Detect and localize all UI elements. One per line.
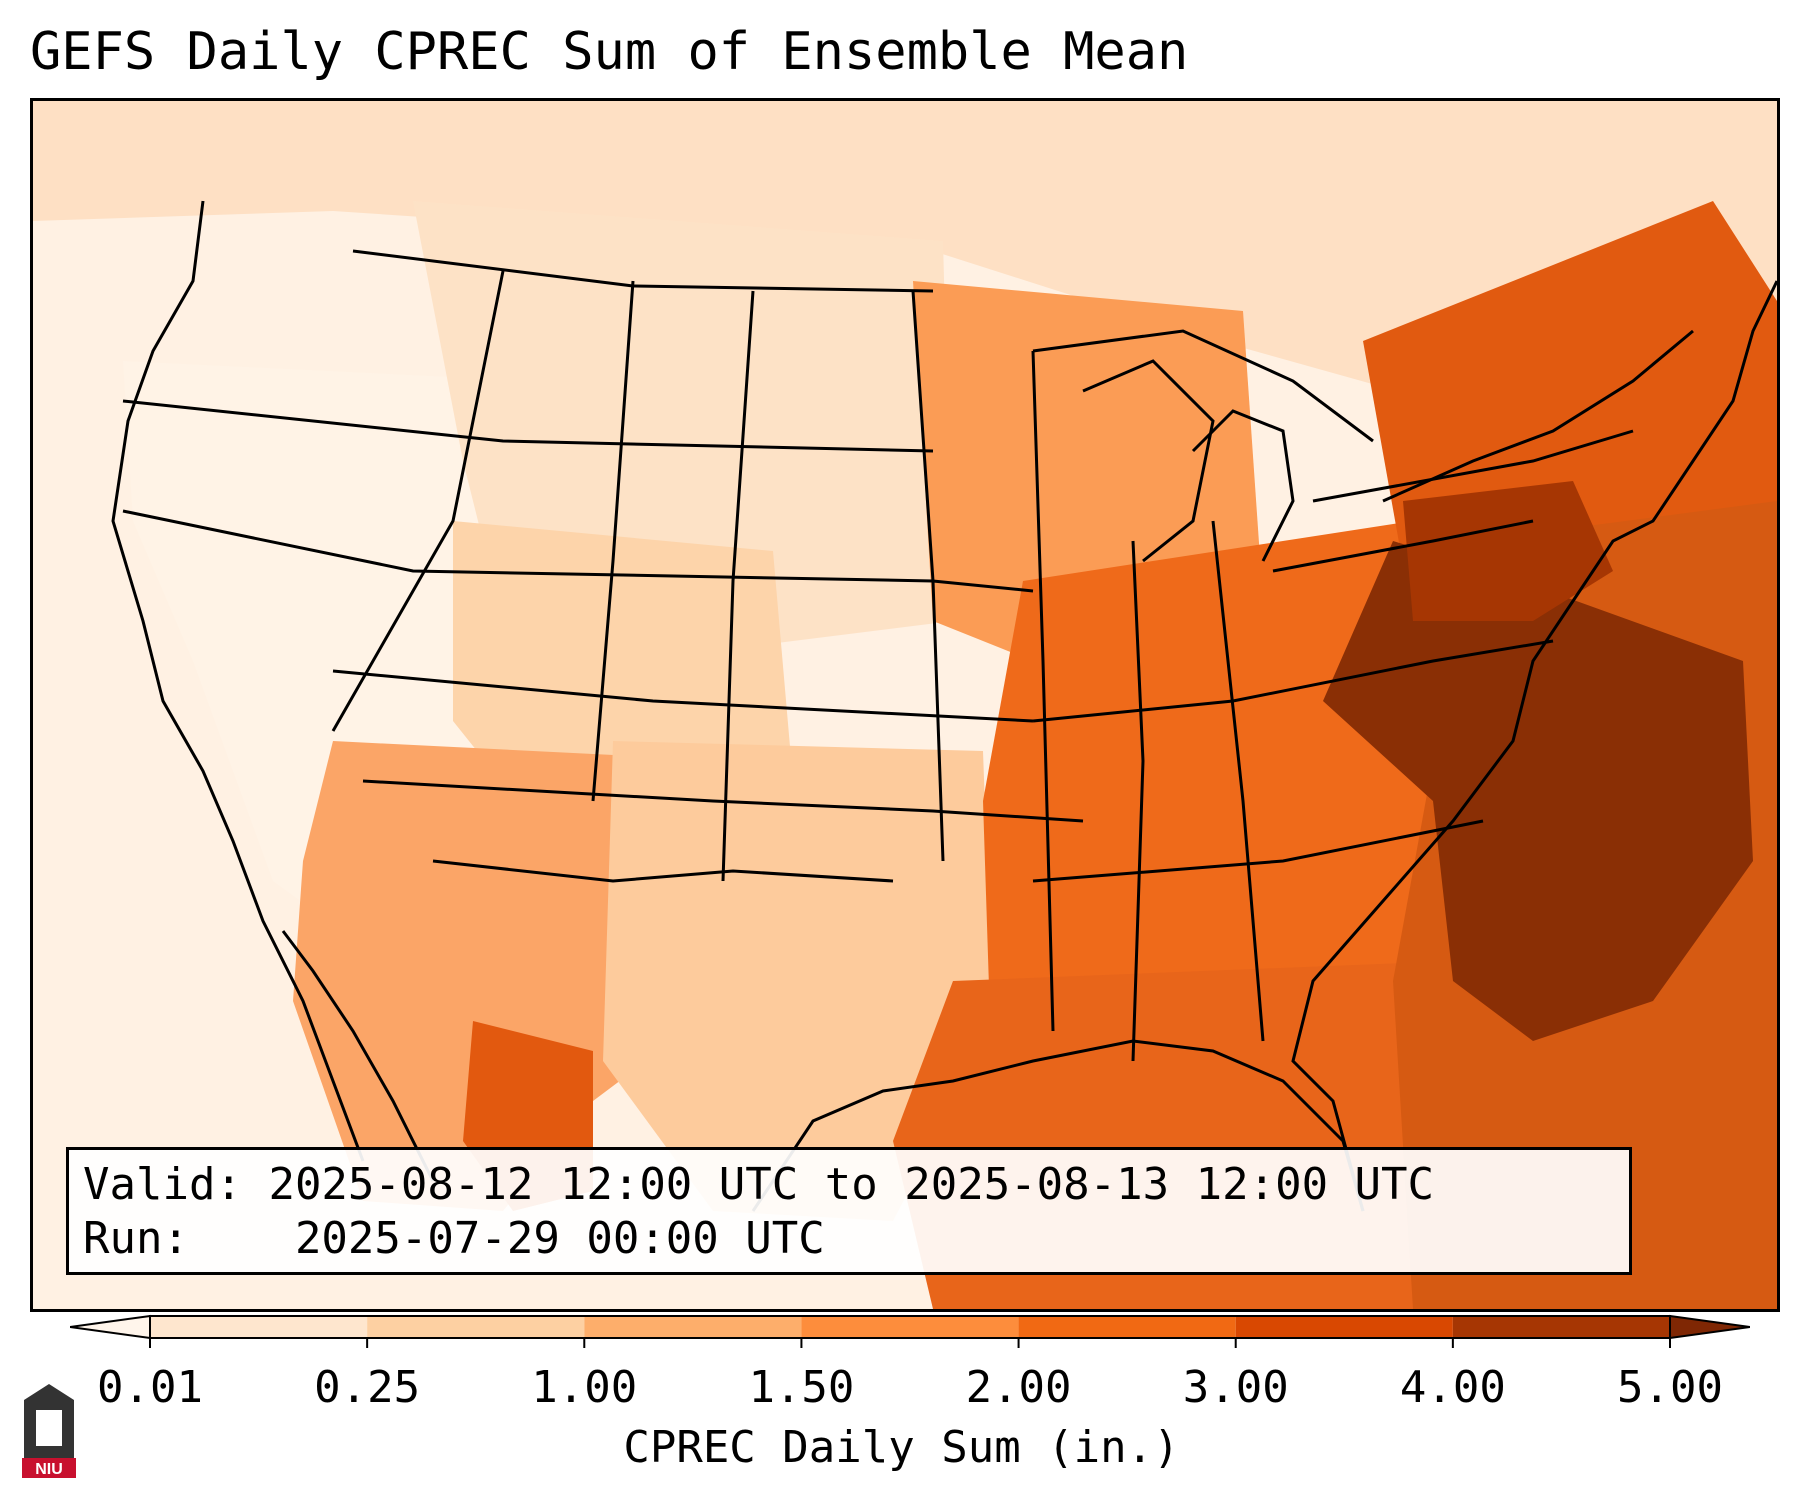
colorbar-tick-label: 4.00 <box>1399 1362 1506 1413</box>
colorbar-segment <box>150 1316 368 1338</box>
colorbar-tick-label: 0.25 <box>314 1362 421 1413</box>
logo-window <box>36 1410 62 1446</box>
map-title: GEFS Daily CPREC Sum of Ensemble Mean <box>30 22 1189 82</box>
colorbar-tick-label: 1.50 <box>748 1362 855 1413</box>
valid-value: 2025-08-12 12:00 UTC to 2025-08-13 12:00… <box>268 1159 1435 1210</box>
boundaries <box>111 200 1777 1212</box>
colorbar-segment <box>584 1316 802 1338</box>
valid-label: Valid: <box>83 1159 242 1210</box>
run-value: 2025-07-29 00:00 UTC <box>294 1213 825 1264</box>
colorbar-segment <box>1452 1316 1670 1338</box>
colorbar-label: CPREC Daily Sum (in.) <box>623 1422 1180 1473</box>
precip-map <box>33 101 1777 1309</box>
colorbar-segment <box>1018 1316 1236 1338</box>
colorbar-extend-high <box>1669 1314 1750 1340</box>
colorbar-tick-label: 1.00 <box>531 1362 638 1413</box>
valid-run-box: Valid: 2025-08-12 12:00 UTC to 2025-08-1… <box>66 1147 1632 1275</box>
canada-region <box>33 101 1777 401</box>
colorbar-tick-label: 5.00 <box>1617 1362 1723 1413</box>
colorbar-tick-label: 0.01 <box>97 1362 203 1413</box>
colorbar-tick-label: 2.00 <box>965 1362 1072 1413</box>
colorbar-outline <box>149 1315 1671 1339</box>
colorbar-tick-label: 3.00 <box>1182 1362 1289 1413</box>
map-panel <box>30 98 1780 1312</box>
northeast-core <box>1403 481 1613 621</box>
run-label: Run: <box>83 1213 189 1264</box>
texas-region <box>603 741 993 1221</box>
colorbar-segment <box>367 1316 585 1338</box>
colorbar-extend-low <box>70 1314 151 1340</box>
colorbar-segment <box>1235 1316 1453 1338</box>
logo-text: NIU <box>35 1461 63 1478</box>
logo-banner <box>22 1458 76 1478</box>
colorbar-segment <box>801 1316 1019 1338</box>
carolina-core <box>1323 541 1753 1041</box>
niu-logo: NIU <box>22 1384 76 1478</box>
colorbar <box>70 1314 1750 1348</box>
